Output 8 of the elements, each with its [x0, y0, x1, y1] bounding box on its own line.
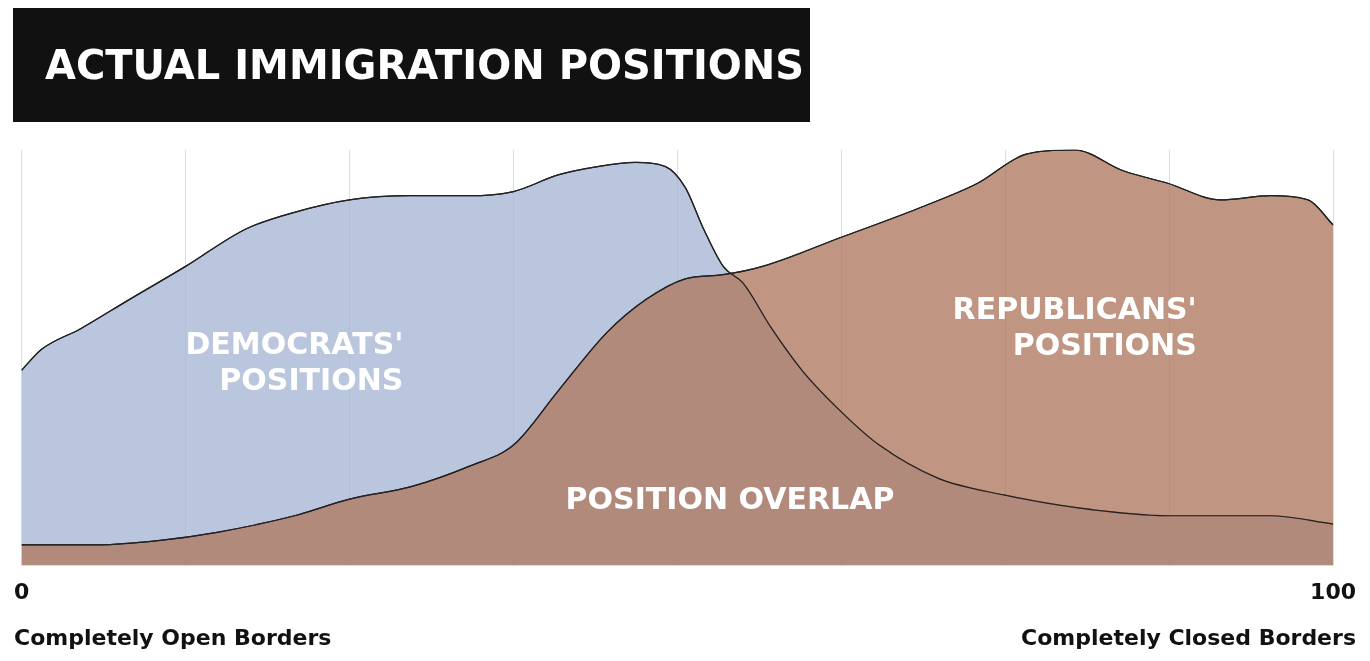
annotation: POSITION OVERLAP — [565, 480, 895, 516]
series-label: REPUBLICANS' POSITIONS — [952, 290, 1197, 362]
x-tick-label: 100 — [1310, 578, 1357, 604]
text: Completely Open Borders — [14, 625, 332, 650]
chart-title: ACTUAL IMMIGRATION POSITIONS — [13, 8, 810, 122]
series-label: DEMOCRATS' POSITIONS — [185, 325, 404, 397]
text: Completely Closed Borders — [1021, 625, 1356, 650]
x-tick-label: 0 — [14, 578, 30, 604]
